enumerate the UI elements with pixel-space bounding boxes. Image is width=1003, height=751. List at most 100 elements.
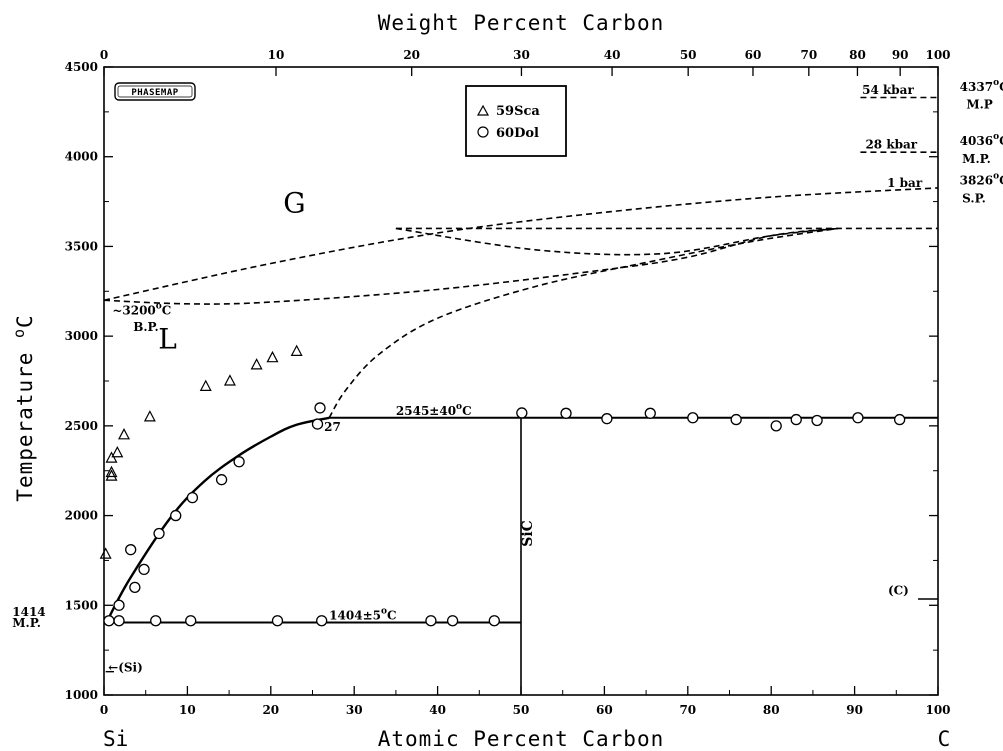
- top-axis-title: Weight Percent Carbon: [378, 11, 665, 35]
- point-59sca: [199, 379, 212, 391]
- gas-boundary-mid: [395, 227, 839, 256]
- x-top-tick-label: 60: [745, 48, 762, 62]
- annotation-text: 1404±5: [329, 609, 381, 623]
- x-tick-label: 100: [925, 703, 950, 717]
- x-top-tick-label: 90: [892, 48, 909, 62]
- annotation-label: 28 kbar: [865, 138, 917, 152]
- gas-boundary-lower-b: [328, 227, 839, 419]
- annotation-label: 27: [324, 420, 341, 434]
- sic-label: SiC: [520, 520, 536, 547]
- x-top-tick-label: 20: [403, 48, 420, 62]
- phase-lines-layer: [103, 96, 939, 695]
- point-60dol: [893, 413, 906, 426]
- point-60dol: [730, 413, 742, 426]
- annotation-text: 54 kbar: [862, 83, 914, 97]
- y-tick-label: 1000: [65, 688, 98, 702]
- point-59sca: [111, 445, 124, 458]
- y-tick-label: 2500: [65, 419, 98, 433]
- x-tick-label: 30: [346, 703, 363, 717]
- point-60dol: [446, 615, 459, 627]
- annotation-label: ←(Si): [108, 661, 143, 675]
- x-top-tick-label: 10: [268, 48, 285, 62]
- x-top-tick-label: 30: [513, 48, 530, 62]
- annotation-text: (C): [888, 584, 909, 598]
- x-tick-label: 0: [100, 703, 108, 717]
- degree-unit: C: [999, 134, 1003, 148]
- x-top-tick-label: 100: [925, 48, 950, 62]
- point-59sca: [290, 344, 303, 356]
- y-axis-degree: o: [10, 328, 28, 338]
- annotation-text: M.P.: [962, 152, 991, 166]
- annotation-text: G: [283, 186, 305, 219]
- x-tick-label: 10: [179, 703, 196, 717]
- y-tick-label: 3500: [65, 239, 98, 253]
- annotation-label: 1 bar: [887, 176, 923, 190]
- point-60dol: [811, 414, 823, 427]
- point-60dol: [770, 420, 782, 432]
- x-top-tick-label: 50: [680, 48, 697, 62]
- annotation-label: M.P: [966, 97, 992, 111]
- point-60dol: [316, 615, 328, 627]
- annotation-label: ~3200oC: [112, 302, 171, 318]
- point-59sca: [105, 451, 118, 463]
- annotation-text: ←(Si): [108, 661, 143, 675]
- point-59sca: [105, 465, 118, 478]
- point-59sca: [118, 428, 131, 440]
- liquidus-line: [106, 416, 330, 622]
- annotation-text: M.P: [966, 97, 992, 111]
- degree-sign: o: [156, 302, 162, 312]
- x-tick-label: 60: [596, 703, 613, 717]
- x-tick-label: 20: [262, 703, 279, 717]
- point-60dol: [186, 491, 199, 504]
- svg-text:Temperature oC: Temperature oC: [10, 314, 37, 501]
- point-60dol: [103, 615, 115, 627]
- point-59sca: [143, 410, 156, 422]
- point-60dol: [314, 402, 326, 414]
- point-59sca: [105, 469, 118, 481]
- degree-sign: o: [993, 132, 999, 142]
- annotation-text: L: [158, 323, 177, 356]
- labels-layer: GL~3200oCB.P.2545±40oC271404±5oC1414M.P.…: [12, 78, 1003, 674]
- point-60dol: [150, 615, 162, 627]
- x-tick-label: 40: [429, 703, 446, 717]
- phasemap-badge: PHASEMAP: [114, 82, 196, 101]
- point-60dol: [170, 509, 182, 522]
- annotation-text: 3826: [960, 174, 993, 188]
- point-60dol: [215, 474, 228, 486]
- x-top-tick-label: 40: [604, 48, 621, 62]
- annotation-text: ~3200: [112, 304, 155, 318]
- annotation-label: B.P.: [133, 320, 159, 334]
- point-60dol: [271, 615, 284, 627]
- degree-unit: C: [999, 80, 1003, 94]
- left-endpoint-label: Si: [103, 727, 128, 751]
- data-points-layer: [99, 344, 906, 627]
- annotation-label: S.P.: [962, 191, 986, 205]
- point-60dol: [113, 599, 125, 611]
- annotation-label: 2545±40oC: [396, 402, 472, 418]
- point-60dol: [488, 615, 500, 627]
- annotation-label: 1404±5oC: [329, 607, 396, 623]
- legend-triangle-marker: [476, 104, 490, 116]
- annotation-label: 3826oC: [960, 172, 1003, 188]
- y-tick-label: 4500: [65, 60, 98, 74]
- x-top-tick-label: 0: [100, 48, 108, 62]
- annotation-text: B.P.: [133, 320, 159, 334]
- y-axis-unit: C: [13, 314, 37, 328]
- legend-circle-marker: [477, 126, 489, 138]
- point-59sca: [99, 547, 112, 559]
- annotation-label: 1414: [12, 605, 45, 619]
- point-60dol: [790, 413, 802, 426]
- legend: 59Sca 60Dol: [465, 85, 567, 157]
- point-60dol: [516, 407, 528, 419]
- x-top-tick-label: 80: [849, 48, 866, 62]
- x-top-tick-label: 70: [800, 48, 817, 62]
- degree-sign: o: [993, 78, 999, 88]
- annotation-label: 4036oC: [960, 132, 1003, 148]
- y-tick-label: 2000: [65, 509, 98, 523]
- region-label-liquid: L: [158, 323, 177, 356]
- point-60dol: [153, 527, 165, 540]
- degree-unit: C: [462, 404, 472, 418]
- y-tick-label: 4000: [65, 150, 98, 164]
- gas-boundary-upper: [103, 187, 939, 302]
- point-60dol: [560, 407, 572, 419]
